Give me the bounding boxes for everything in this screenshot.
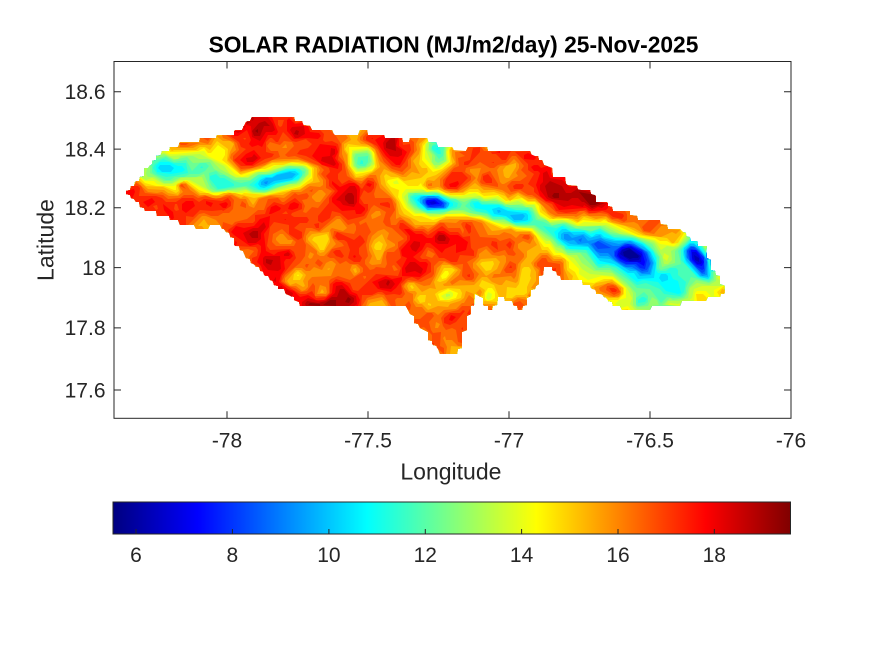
svg-text:Latitude: Latitude	[33, 199, 59, 281]
svg-text:17.6: 17.6	[65, 379, 106, 402]
svg-text:6: 6	[130, 544, 142, 567]
svg-text:18.4: 18.4	[65, 138, 106, 161]
svg-text:-76.5: -76.5	[626, 430, 674, 453]
svg-text:17.8: 17.8	[65, 317, 106, 340]
svg-text:14: 14	[510, 544, 534, 567]
svg-text:10: 10	[317, 544, 340, 567]
svg-text:16: 16	[606, 544, 629, 567]
svg-text:SOLAR RADIATION (MJ/m2/day) 25: SOLAR RADIATION (MJ/m2/day) 25-Nov-2025	[209, 31, 699, 57]
svg-text:Longitude: Longitude	[400, 459, 501, 485]
svg-text:18.2: 18.2	[65, 197, 106, 220]
svg-text:-78: -78	[212, 430, 242, 453]
svg-text:-77: -77	[494, 430, 524, 453]
svg-text:18: 18	[703, 544, 726, 567]
svg-text:-76: -76	[776, 430, 806, 453]
svg-text:-77.5: -77.5	[344, 430, 392, 453]
svg-text:12: 12	[414, 544, 437, 567]
svg-text:18: 18	[82, 257, 105, 280]
svg-text:18.6: 18.6	[65, 81, 106, 104]
svg-text:8: 8	[227, 544, 239, 567]
